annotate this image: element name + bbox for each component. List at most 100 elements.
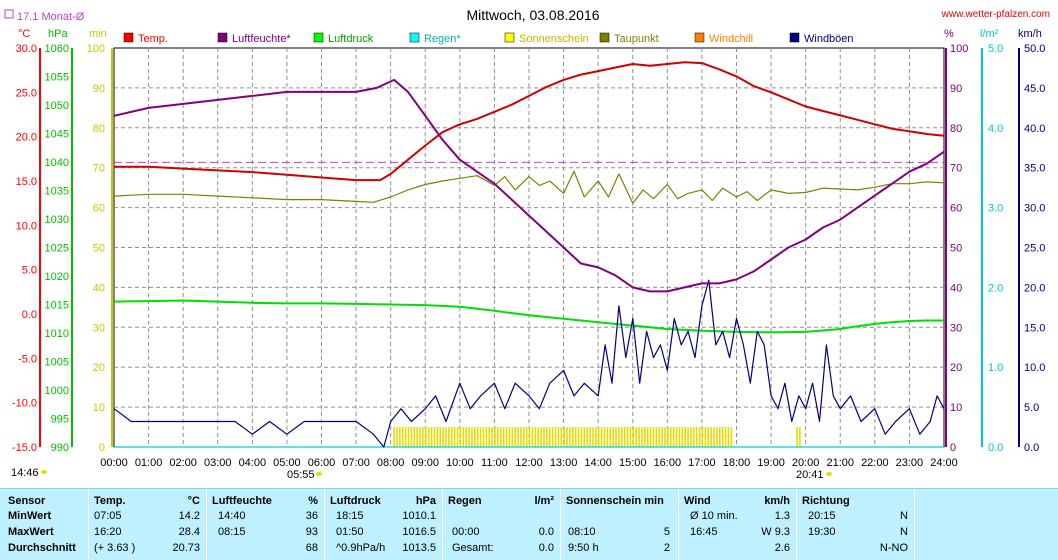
sun-unit: min [89, 28, 107, 40]
hum-tick-label: 90 [950, 83, 962, 95]
legend-label: Windböen [804, 33, 854, 45]
now-label: 14:46 [11, 467, 39, 479]
stat-cell: 9:50 h [568, 542, 599, 554]
header-rain-unit: l/m² [534, 495, 554, 507]
series-line-taupunkt [113, 170, 945, 204]
x-tick-label: 00:00 [100, 457, 128, 469]
press-tick-label: 1050 [45, 100, 69, 112]
stat-cell: 16:45 [690, 526, 718, 538]
stats-table: Sensor Temp. °C Luftfeuchte % Luftdruck … [0, 488, 1058, 560]
wind-tick-label: 10.0 [1024, 362, 1045, 374]
sun-tick-label: 100 [87, 43, 105, 55]
stat-cell: 0.0 [538, 542, 554, 554]
temp-tick-label: 0.0 [22, 309, 37, 321]
legend-label: Regen* [424, 33, 461, 45]
sunrise-icon [316, 472, 322, 476]
header-sensor: Sensor [8, 495, 46, 507]
column-divider [442, 489, 443, 560]
x-tick-label: 17:00 [688, 457, 716, 469]
stat-cell: 08:10 [568, 526, 596, 538]
temp-unit: °C [18, 28, 30, 40]
x-tick-label: 24:00 [930, 457, 958, 469]
stat-cell: 1013.5 [402, 542, 436, 554]
stat-cell: 0.0 [538, 526, 554, 538]
press-tick-label: 1045 [45, 129, 69, 141]
weather-chart: 30.0 25.0 20.0 15.0 10.0 5.0 0.0 -5.0 -10.0 -15.0… [4, 7, 1050, 481]
series-line-windben [113, 279, 945, 448]
sun-tick-label: 50 [93, 243, 105, 255]
rain-tick-label: 5.0 [988, 43, 1003, 55]
wind-tick-label: 35.0 [1024, 163, 1045, 175]
press-tick-label: 1060 [45, 43, 69, 55]
wind-tick-label: 40.0 [1024, 123, 1045, 135]
month-avg-label: 17.1 Monat-Ø [17, 11, 85, 23]
header-rain: Regen [448, 495, 482, 507]
legend-swatch [504, 32, 515, 43]
stat-cell: 93 [305, 526, 318, 538]
header-press-unit: hPa [415, 495, 436, 507]
x-tick-label: 08:00 [377, 457, 405, 469]
rain-unit: l/m² [980, 28, 999, 40]
legend-label: Windchill [709, 33, 753, 45]
temp-tick-label: 20.0 [16, 132, 37, 144]
x-tick-label: 16:00 [654, 457, 682, 469]
temp-tick-label: -15.0 [12, 442, 37, 454]
stat-cell: 00:00 [452, 526, 480, 538]
stat-cell: 08:15 [218, 526, 246, 538]
legend-label: Temp. [138, 33, 168, 45]
stat-cell: N-NO [879, 542, 908, 554]
temp-tick-label: 10.0 [16, 220, 37, 232]
stat-cell: 19:30 [808, 526, 836, 538]
legend-label: Sonnenschein [519, 33, 589, 45]
press-tick-label: 1015 [45, 300, 69, 312]
press-tick-label: 1020 [45, 271, 69, 283]
press-tick-label: 1035 [45, 186, 69, 198]
hum-unit: % [944, 28, 954, 40]
x-tick-label: 14:00 [584, 457, 612, 469]
wind-tick-label: 25.0 [1024, 243, 1045, 255]
x-tick-label: 06:00 [308, 457, 336, 469]
legend-swatch [789, 32, 800, 43]
stat-cell: 68 [305, 542, 318, 554]
header-wind: Wind [684, 495, 711, 507]
header-hum-unit: % [308, 495, 318, 507]
press-unit: hPa [48, 28, 68, 40]
x-tick-label: 10:00 [446, 457, 474, 469]
x-tick-label: 13:00 [550, 457, 578, 469]
x-tick-label: 11:00 [481, 457, 508, 469]
temp-tick-label: 5.0 [22, 265, 37, 277]
stat-cell: 2 [663, 542, 670, 554]
rain-tick-label: 1.0 [988, 362, 1003, 374]
stat-cell: 2.6 [774, 542, 790, 554]
x-tick-label: 01:00 [135, 457, 163, 469]
sunshine-bars [393, 427, 801, 447]
stat-cell: Gesamt: [452, 542, 494, 554]
press-tick-label: 1010 [45, 328, 69, 340]
press-tick-label: 1055 [45, 72, 69, 84]
legend-label: Taupunkt [614, 33, 659, 45]
x-tick-label: 21:00 [826, 457, 854, 469]
stat-cell: 14.2 [178, 510, 200, 522]
temp-tick-label: 30.0 [16, 43, 37, 55]
x-tick-label: 02:00 [169, 457, 197, 469]
rain-tick-label: 0.0 [988, 442, 1003, 454]
sunset-icon [826, 472, 832, 476]
legend-swatch [123, 32, 134, 43]
stat-cell: 5 [663, 526, 670, 538]
x-tick-label: 07:00 [342, 457, 370, 469]
series-line-luftfeuchte [113, 78, 945, 293]
column-divider [914, 489, 915, 560]
stat-cell: W 9.3 [761, 526, 790, 538]
stat-cell: 1.3 [774, 510, 790, 522]
axes: 30.0 25.0 20.0 15.0 10.0 5.0 0.0 -5.0 -10.0 -15.0… [12, 43, 1046, 469]
sun-tick-label: 60 [93, 203, 105, 215]
stat-cell: N [900, 510, 908, 522]
wind-tick-label: 50.0 [1024, 43, 1045, 55]
column-divider [88, 489, 89, 560]
temp-tick-label: 15.0 [16, 176, 37, 188]
series-line-temp [114, 61, 945, 182]
legend-swatch [694, 32, 705, 43]
hum-tick-label: 30 [950, 322, 962, 334]
x-tick-label: 20:00 [792, 457, 820, 469]
temp-tick-label: -5.0 [18, 353, 37, 365]
